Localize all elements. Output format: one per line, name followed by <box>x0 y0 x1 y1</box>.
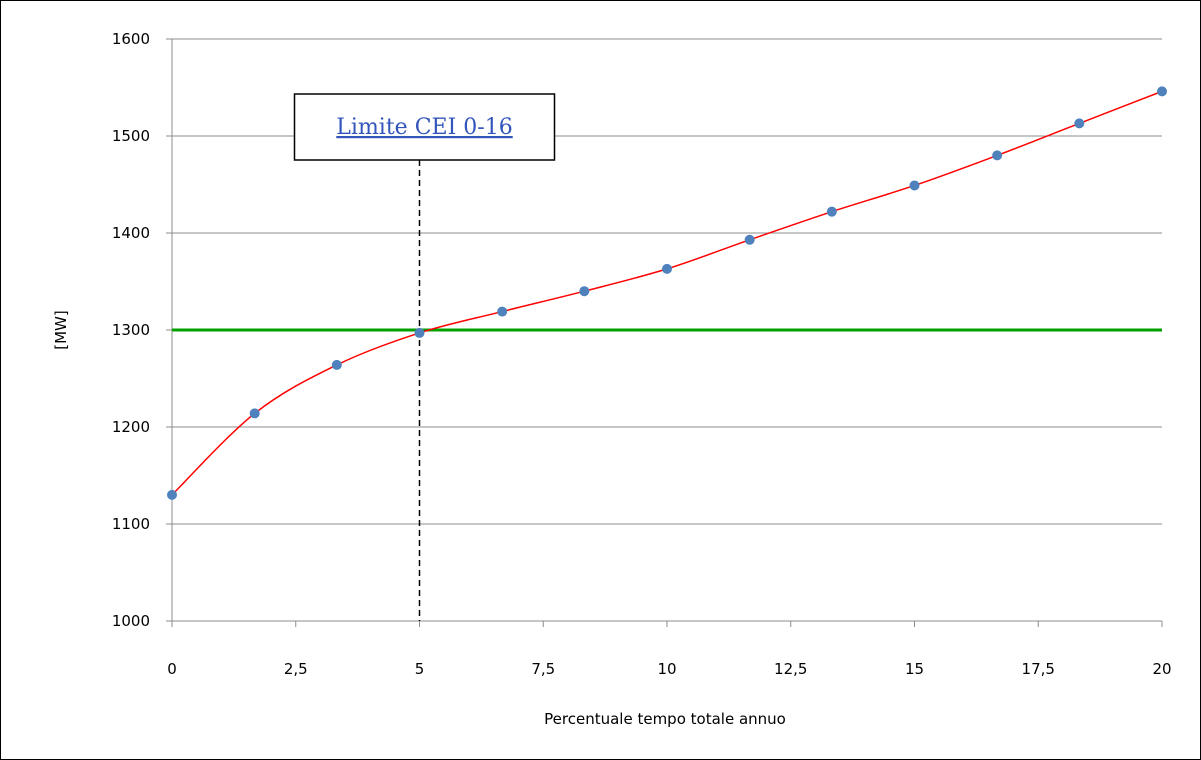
y-tick-label: 1200 <box>112 418 150 436</box>
y-tick-labels: 1000 1100 1200 1300 1400 1500 1600 <box>112 30 150 630</box>
x-tick-label: 17,5 <box>1022 660 1055 678</box>
data-point-1 <box>249 408 260 419</box>
data-point-8 <box>826 206 837 217</box>
annotation-box: Limite CEI 0-16 <box>293 93 556 161</box>
y-tick-label: 1400 <box>112 224 150 242</box>
data-point-6 <box>662 263 672 274</box>
data-points <box>167 86 1167 500</box>
y-tick-label: 1500 <box>112 127 150 145</box>
annotation-text: Limite CEI 0-16 <box>336 115 512 140</box>
x-tick-label: 10 <box>657 660 676 678</box>
y-tick-label: 1000 <box>112 612 150 630</box>
data-point-7 <box>744 234 755 245</box>
y-tick-label: 1300 <box>112 321 150 339</box>
data-point-2 <box>331 359 342 370</box>
x-tick-label: 7,5 <box>531 660 555 678</box>
data-point-3 <box>414 327 425 338</box>
annotation-rect <box>293 93 556 161</box>
x-tick-label: 20 <box>1152 660 1171 678</box>
y-tick-label: 1100 <box>112 515 150 533</box>
data-point-11 <box>1074 118 1085 129</box>
x-tick-labels: 0 2,5 5 7,5 10 12,5 15 17,5 20 <box>167 660 1171 678</box>
y-axis-title: [MW] <box>52 310 70 349</box>
data-point-0 <box>167 489 177 500</box>
x-tick-label: 5 <box>415 660 425 678</box>
data-point-10 <box>992 150 1003 161</box>
x-axis-title: Percentuale tempo totale annuo <box>544 710 786 728</box>
x-tick-label: 15 <box>905 660 924 678</box>
data-point-9 <box>909 180 920 191</box>
data-point-5 <box>579 286 590 297</box>
y-tick-label: 1600 <box>112 30 150 48</box>
data-point-4 <box>497 306 508 317</box>
x-tick-label: 2,5 <box>284 660 308 678</box>
x-tick-label: 0 <box>167 660 177 678</box>
data-point-12 <box>1157 86 1167 97</box>
x-tick-label: 12,5 <box>774 660 807 678</box>
